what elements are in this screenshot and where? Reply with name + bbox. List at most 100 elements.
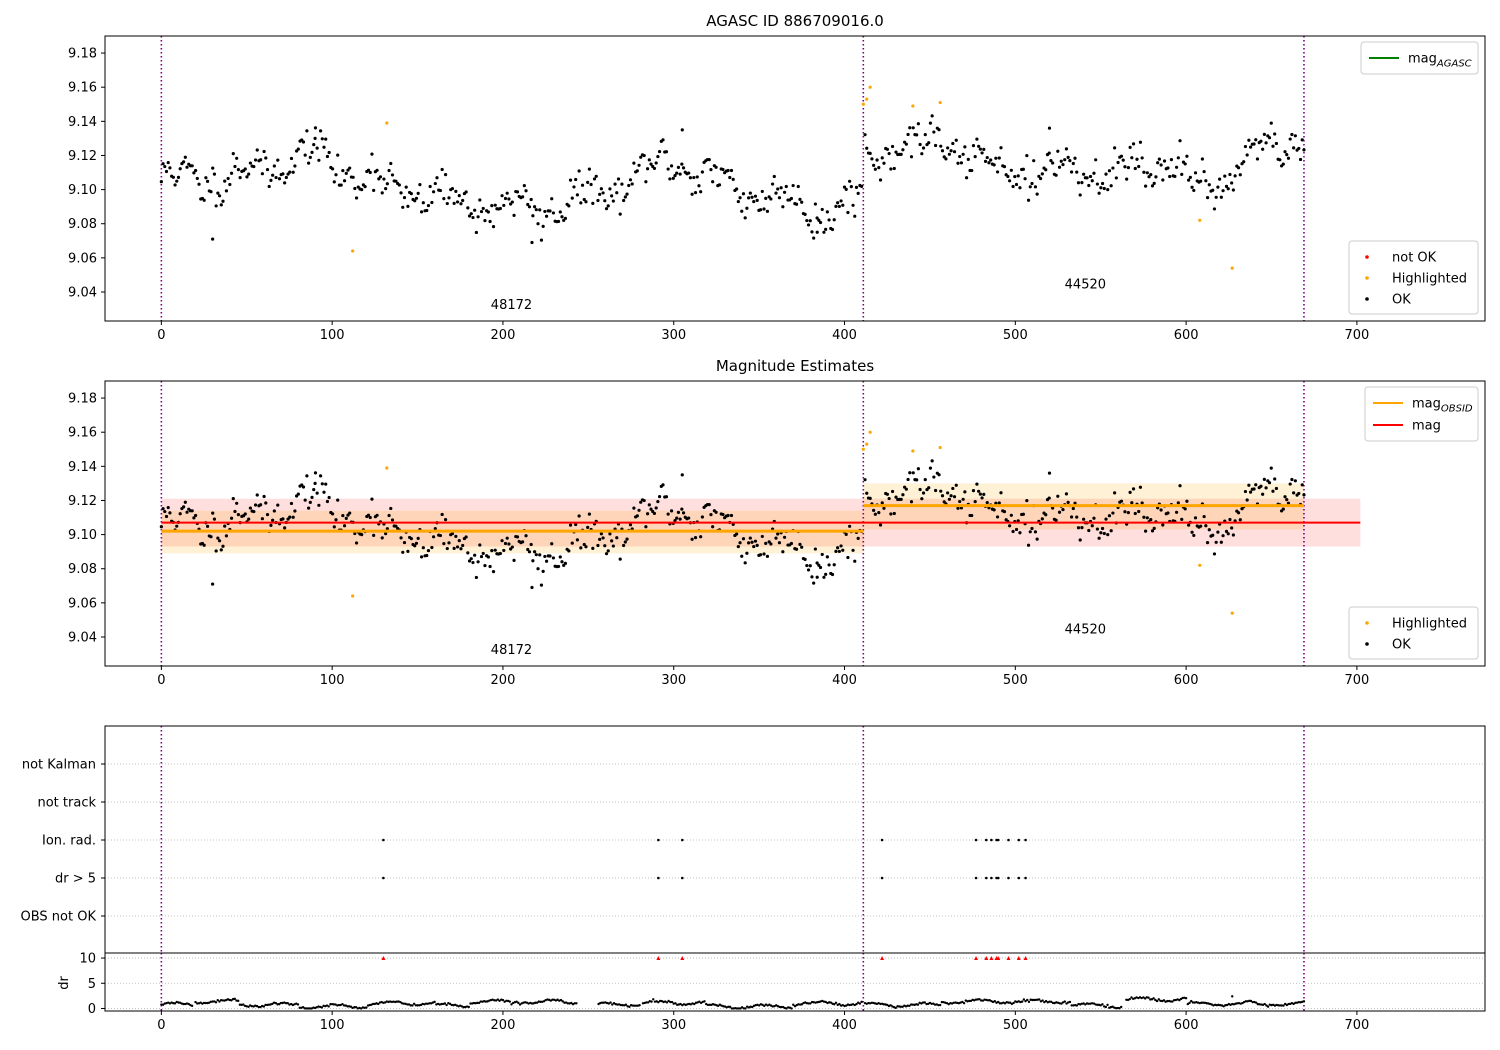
dr-point	[1157, 998, 1160, 1001]
data-point	[560, 215, 564, 219]
data-point	[729, 513, 734, 518]
data-point	[837, 204, 841, 209]
data-point	[401, 205, 405, 209]
data-point	[822, 575, 826, 579]
dr-point	[1292, 1002, 1295, 1006]
data-point	[486, 555, 490, 559]
data-point	[1228, 517, 1232, 522]
data-point	[387, 513, 391, 518]
data-point	[1297, 491, 1301, 496]
data-point	[1288, 482, 1292, 486]
data-point	[1223, 174, 1227, 178]
data-point	[173, 183, 177, 187]
data-point	[645, 512, 650, 516]
data-point	[351, 175, 355, 179]
data-point	[875, 158, 879, 162]
obsid-label: 48172	[491, 298, 532, 313]
data-point	[1214, 195, 1218, 199]
data-point	[420, 210, 424, 214]
dr-point	[1104, 1005, 1108, 1009]
data-point	[700, 515, 704, 519]
data-point	[1051, 506, 1055, 510]
data-point	[813, 547, 817, 551]
data-point	[1283, 495, 1287, 499]
dr-panel: 0 5 10 dr 0 100 200 300 400 500 600 700	[57, 952, 1486, 1033]
data-point	[1271, 144, 1275, 148]
dr-point	[1020, 1000, 1024, 1003]
data-point	[978, 492, 982, 496]
dr-point	[838, 1002, 841, 1006]
y-tick-label: 5	[88, 977, 96, 992]
dr-point	[1186, 1002, 1190, 1006]
data-point	[959, 161, 964, 165]
data-point	[743, 561, 747, 565]
data-point	[1142, 170, 1146, 174]
data-point	[205, 524, 210, 528]
flag-row-label: Ion. rad.	[42, 834, 96, 849]
data-point	[1216, 185, 1220, 189]
data-point	[846, 555, 850, 560]
data-point	[459, 202, 463, 206]
data-point	[548, 554, 552, 558]
data-point	[217, 539, 222, 543]
data-point	[1150, 529, 1155, 533]
data-point	[567, 204, 571, 208]
data-point	[464, 535, 468, 539]
data-point	[586, 180, 590, 184]
data-point	[409, 192, 413, 196]
dr-point	[308, 1007, 312, 1010]
data-point	[885, 492, 890, 496]
flag-row-label: dr > 5	[55, 872, 96, 887]
data-point	[1135, 157, 1139, 161]
data-point	[267, 184, 271, 189]
data-point	[622, 543, 626, 548]
data-point	[214, 204, 218, 208]
data-point	[252, 509, 256, 514]
dr-point	[1075, 1004, 1079, 1007]
data-point	[755, 198, 759, 202]
data-point	[741, 192, 746, 196]
data-point	[455, 545, 460, 549]
data-point	[221, 544, 225, 548]
data-point	[985, 155, 989, 160]
dr-point	[763, 1004, 766, 1008]
y-tick-label: 9.04	[68, 285, 97, 300]
dr-point	[204, 1001, 207, 1005]
dr-point	[518, 1003, 522, 1006]
dr-point	[406, 1003, 409, 1006]
obsid-label: 48172	[491, 643, 532, 658]
data-point	[1247, 138, 1251, 142]
data-point	[1157, 157, 1161, 161]
dr-point	[631, 1004, 634, 1007]
data-point	[478, 543, 482, 547]
dr-clipped-marker	[1006, 956, 1011, 961]
data-point	[1097, 536, 1101, 540]
data-point	[623, 540, 627, 544]
flag-point	[1007, 838, 1010, 842]
data-point	[1104, 517, 1108, 521]
dr-point	[792, 1003, 795, 1006]
data-point	[608, 187, 612, 191]
dr-point	[1244, 1000, 1248, 1003]
data-point	[603, 199, 607, 203]
data-point	[820, 207, 824, 212]
data-point	[977, 489, 981, 493]
legend-box	[1348, 606, 1479, 660]
data-point	[312, 143, 316, 147]
dr-point	[173, 1002, 177, 1005]
data-point	[1080, 526, 1084, 530]
data-point	[582, 542, 586, 547]
data-point	[366, 513, 371, 517]
data-point	[1102, 186, 1106, 191]
data-point	[1288, 137, 1292, 141]
data-point	[825, 555, 829, 559]
data-point	[800, 200, 804, 204]
data-point	[834, 549, 838, 553]
data-point	[1131, 487, 1136, 491]
data-point	[616, 177, 621, 181]
data-point	[1075, 170, 1079, 174]
data-point	[709, 512, 713, 517]
data-point	[1218, 177, 1222, 181]
data-point	[1026, 543, 1031, 547]
data-point	[687, 171, 691, 175]
